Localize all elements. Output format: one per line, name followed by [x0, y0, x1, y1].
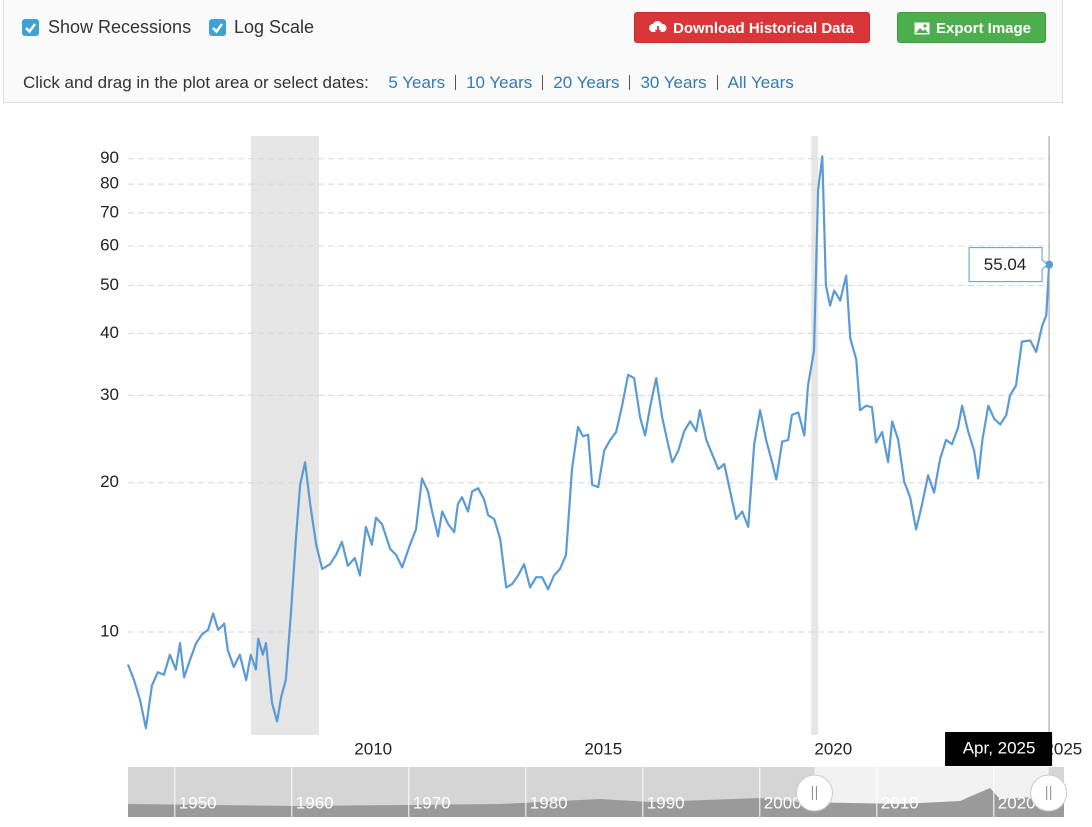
- navigator-handle[interactable]: [795, 774, 833, 812]
- navigator-handle[interactable]: [1030, 774, 1068, 812]
- y-tick-label: 30: [100, 385, 119, 404]
- navigator-tick-label: 1990: [647, 793, 685, 812]
- separator: [455, 75, 457, 90]
- navigator-tick-label: 2010: [881, 793, 919, 812]
- separator: [542, 75, 544, 90]
- y-tick-label: 90: [100, 148, 119, 167]
- button-label[interactable]: Download Historical Data: [673, 20, 854, 37]
- recession-band: [811, 136, 819, 735]
- navigator-area: [128, 788, 1064, 817]
- download-button[interactable]: Download Historical Data: [634, 12, 870, 43]
- separator: [629, 75, 631, 90]
- range-link[interactable]: All Years: [727, 73, 794, 92]
- export-button[interactable]: Export Image: [897, 12, 1046, 43]
- series-line: [126, 155, 1051, 730]
- range-link[interactable]: 5 Years: [388, 73, 446, 92]
- value-label: 55.04: [984, 255, 1027, 274]
- navigator-tick-label: 1970: [413, 793, 451, 812]
- checkbox[interactable]: [22, 19, 39, 36]
- y-tick-label: 40: [100, 323, 119, 342]
- x-tick-label: 2015: [584, 739, 622, 758]
- navigator-tick-label: 1950: [179, 793, 217, 812]
- range-link[interactable]: 30 Years: [640, 73, 707, 92]
- checkbox[interactable]: [209, 19, 226, 36]
- button-label[interactable]: Export Image: [936, 20, 1032, 37]
- checkbox-label[interactable]: Show Recessions: [48, 17, 192, 37]
- navigator-tick-label: 2000: [764, 793, 802, 812]
- y-tick-label: 50: [100, 275, 119, 294]
- x-tick-label: 2020: [814, 739, 852, 758]
- prompt-text: Click and drag in the plot area or selec…: [23, 73, 369, 92]
- navigator-tick-label: 1960: [296, 793, 334, 812]
- recession-band: [250, 136, 319, 735]
- y-tick-label: 80: [100, 174, 119, 193]
- last-point: [1045, 260, 1054, 269]
- crosshair-label-box: [945, 732, 1053, 766]
- value-label-box: [968, 247, 1048, 283]
- y-tick-label: 20: [100, 472, 119, 491]
- y-tick-label: 10: [100, 622, 119, 641]
- x-tick-label: 2010: [354, 739, 392, 758]
- control-panel: Show Recessions Log Scale Download Histo…: [3, 0, 1063, 103]
- chart[interactable]: 10 20 30 40 50 60 70 80 90 2010 2015 2020 2025 55.04 A…: [0, 104, 1092, 827]
- range-selector: Click and drag in the plot area or selec…: [23, 73, 794, 93]
- x-tick-label: 2025: [1044, 739, 1082, 758]
- checkbox-label[interactable]: Log Scale: [234, 17, 315, 37]
- range-link[interactable]: 20 Years: [553, 73, 620, 92]
- crosshair-label: Apr, 2025: [963, 738, 1036, 757]
- y-tick-label: 60: [100, 236, 119, 255]
- navigator-tick-label: 2020: [998, 793, 1036, 812]
- range-link[interactable]: 10 Years: [466, 73, 533, 92]
- y-tick-label: 70: [100, 202, 119, 221]
- separator: [716, 75, 718, 90]
- navigator-tick-label: 1980: [530, 793, 568, 812]
